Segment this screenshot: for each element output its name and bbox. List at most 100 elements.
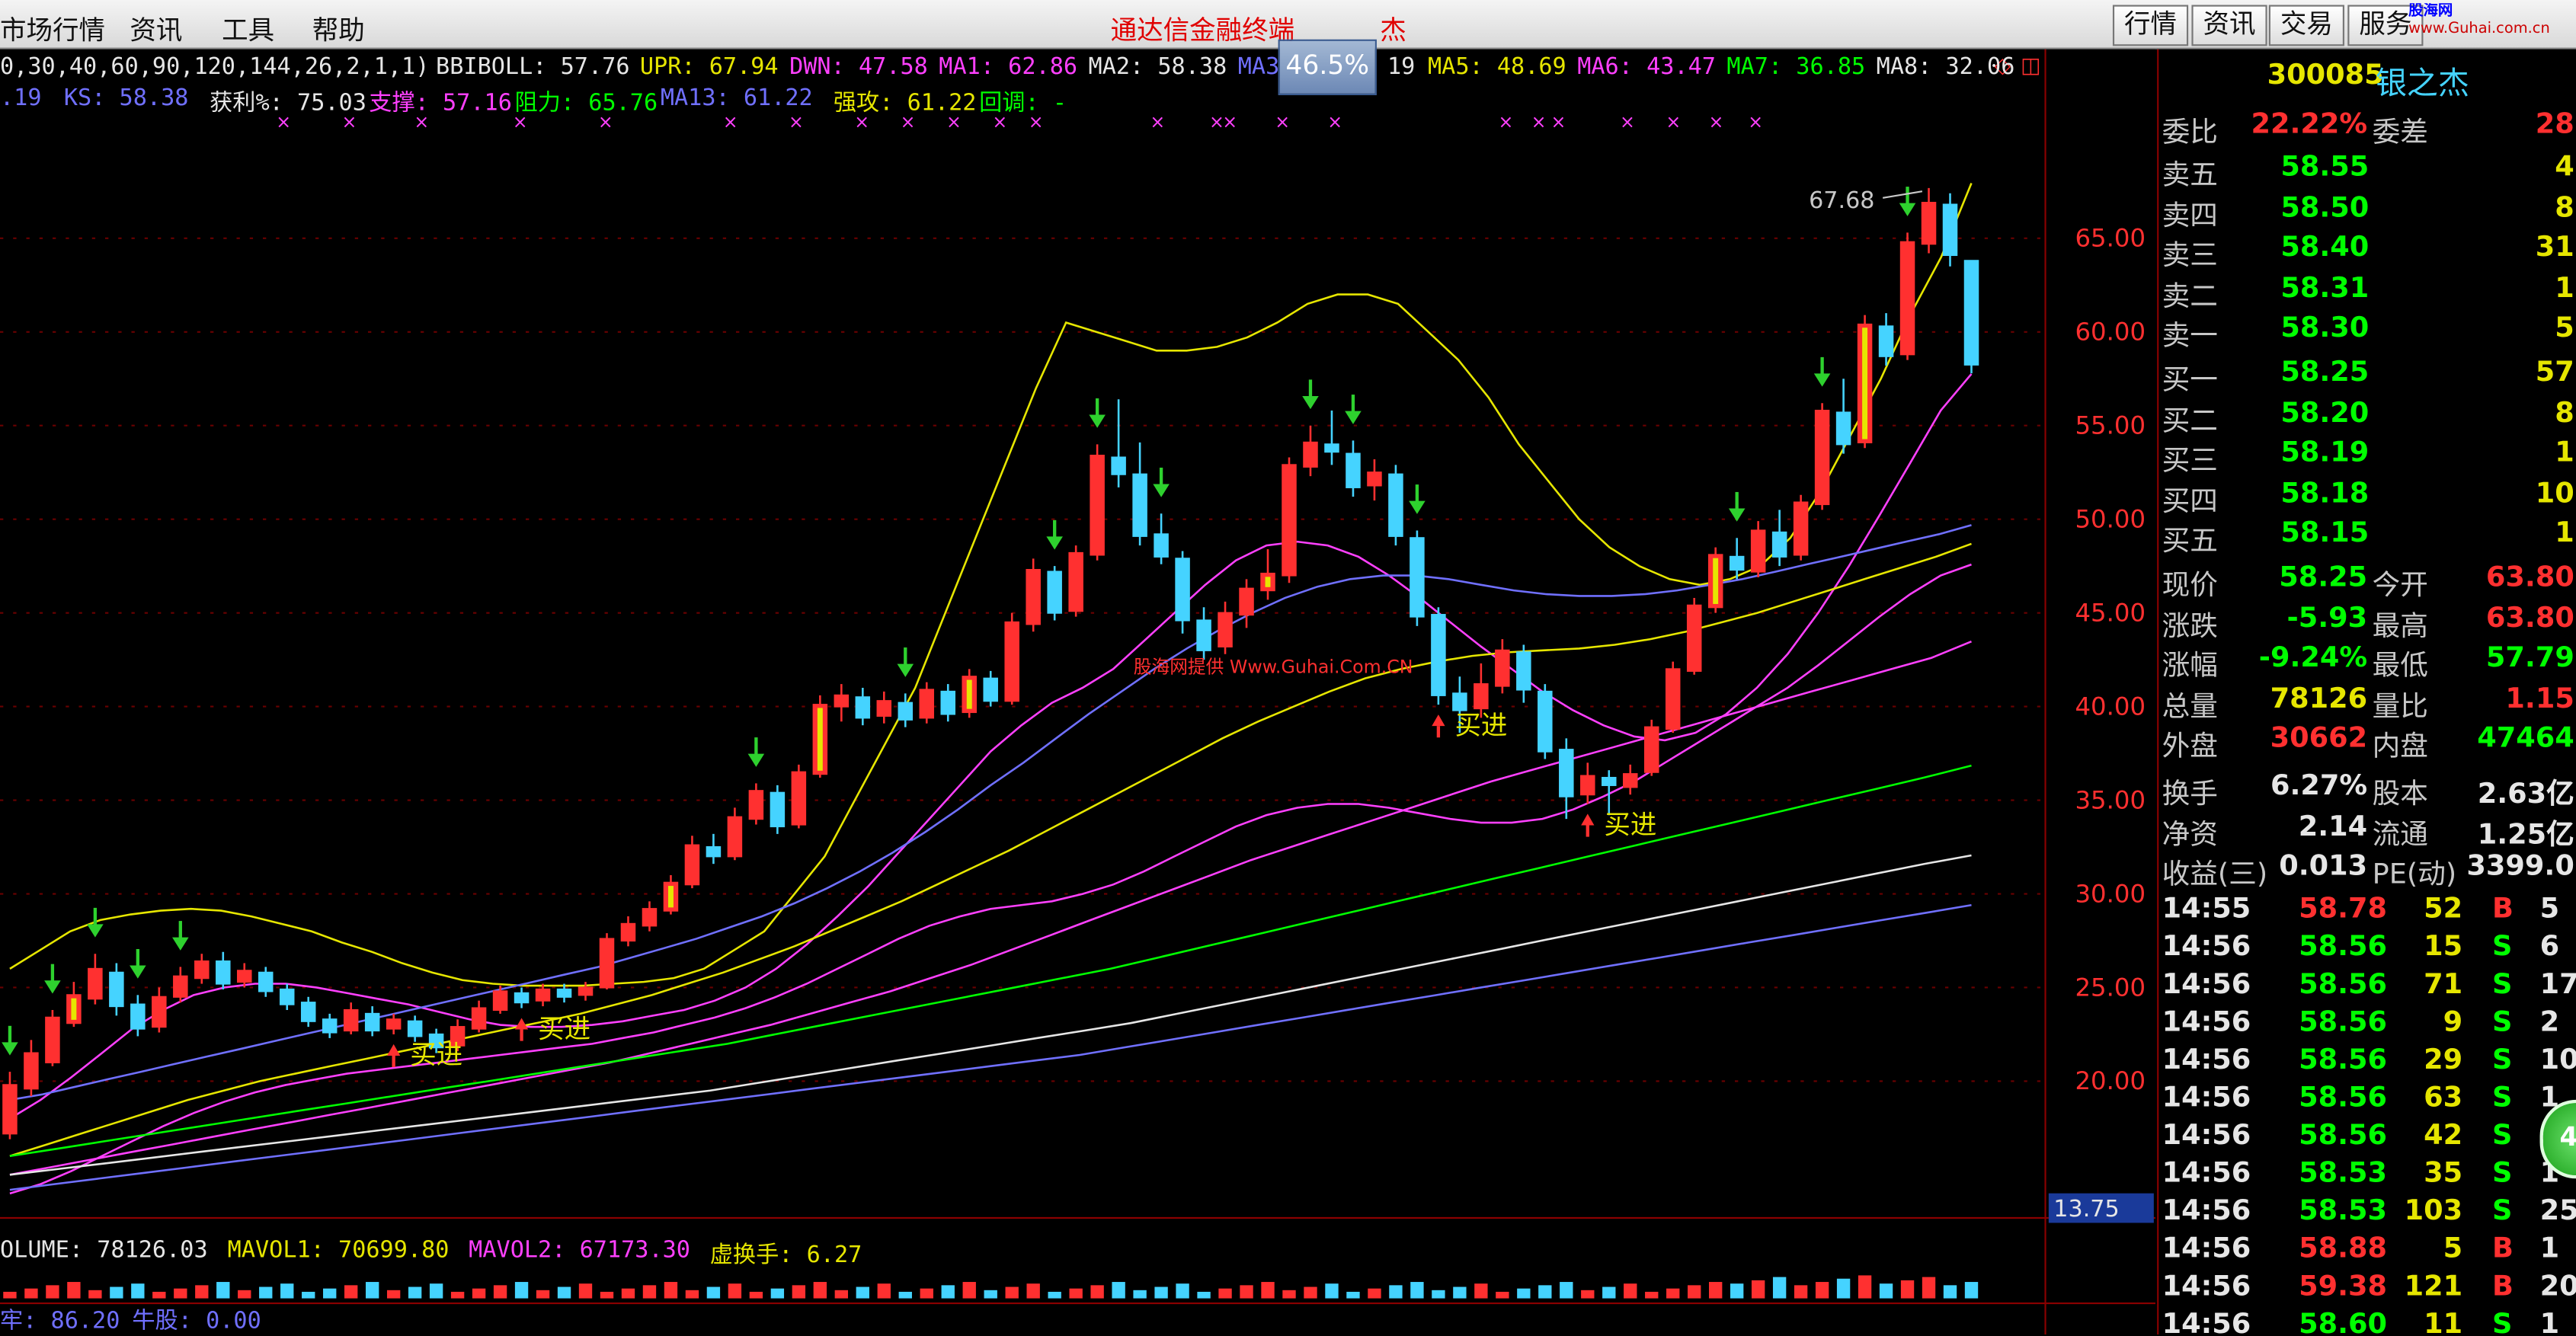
candle[interactable] — [898, 693, 914, 727]
candle[interactable] — [642, 901, 658, 932]
candle[interactable] — [364, 1006, 380, 1037]
candle[interactable] — [1431, 607, 1446, 705]
candle[interactable] — [1516, 644, 1531, 703]
candle[interactable] — [45, 1009, 60, 1066]
candle[interactable] — [1921, 187, 1937, 254]
candle[interactable] — [1452, 676, 1467, 734]
ask-row[interactable]: 卖五 58.55 4 — [2158, 151, 2576, 192]
candle[interactable] — [1047, 566, 1062, 621]
candle[interactable] — [1942, 193, 1958, 267]
candle[interactable] — [1410, 530, 1425, 626]
candle[interactable] — [194, 954, 210, 984]
candle[interactable] — [1665, 661, 1681, 734]
candle[interactable] — [258, 967, 274, 997]
ask-row[interactable]: 卖四 58.50 8 — [2158, 191, 2576, 232]
candle[interactable] — [1026, 558, 1041, 632]
candle[interactable] — [1196, 607, 1211, 660]
candle[interactable] — [983, 670, 998, 707]
candle[interactable] — [940, 684, 956, 722]
candle[interactable] — [428, 1028, 444, 1053]
candle[interactable] — [876, 691, 892, 724]
service-button[interactable]: 服务 — [2347, 5, 2424, 46]
candle[interactable] — [1218, 601, 1233, 654]
candle[interactable] — [684, 836, 700, 889]
candle[interactable] — [216, 951, 231, 989]
candle[interactable] — [109, 963, 124, 1016]
candle[interactable] — [343, 1002, 359, 1034]
tick-row[interactable]: 14:56 58.56 9 S 2 — [2158, 1006, 2576, 1046]
candle[interactable] — [1643, 719, 1659, 776]
candle[interactable] — [706, 833, 722, 865]
candle[interactable] — [152, 987, 167, 1033]
ask-row[interactable]: 卖二 58.31 1 — [2158, 272, 2576, 313]
candle[interactable] — [1793, 494, 1809, 561]
candle[interactable] — [514, 987, 530, 1008]
bid-row[interactable]: 买四 58.18 10 — [2158, 478, 2576, 519]
tick-row[interactable]: 14:56 58.88 5 B 1 — [2158, 1232, 2576, 1272]
candle[interactable] — [791, 764, 807, 829]
candle[interactable] — [962, 669, 977, 718]
candle[interactable] — [1068, 545, 1083, 617]
candle[interactable] — [1260, 549, 1275, 600]
candle[interactable] — [1090, 444, 1105, 561]
candle[interactable] — [450, 1019, 466, 1052]
candle[interactable] — [237, 963, 252, 988]
candle[interactable] — [770, 785, 786, 834]
candle[interactable] — [300, 996, 316, 1028]
candle[interactable] — [1346, 440, 1361, 497]
trade-button[interactable]: 交易 — [2268, 5, 2345, 46]
candle[interactable] — [1239, 579, 1254, 628]
candle[interactable] — [834, 684, 850, 722]
menu-news[interactable]: 资讯 — [130, 14, 183, 46]
info-button[interactable]: 资讯 — [2191, 5, 2267, 46]
candle[interactable] — [1835, 379, 1851, 454]
candle[interactable] — [1622, 764, 1638, 795]
menu-market[interactable]: 市场行情 — [0, 14, 106, 46]
candle[interactable] — [1388, 465, 1403, 546]
candle[interactable] — [1495, 639, 1510, 694]
tick-row[interactable]: 14:56 58.60 11 S 1 — [2158, 1309, 2576, 1334]
candle[interactable] — [578, 982, 594, 1001]
quote-button[interactable]: 行情 — [2112, 5, 2189, 46]
candle[interactable] — [855, 688, 871, 726]
candle[interactable] — [386, 1013, 402, 1034]
candle[interactable] — [1857, 315, 1873, 449]
candle[interactable] — [88, 954, 103, 1005]
tick-row[interactable]: 14:55 58.78 52 B 5 — [2158, 893, 2576, 932]
candle[interactable] — [1602, 770, 1617, 816]
candle[interactable] — [492, 986, 508, 1014]
candle[interactable] — [1559, 738, 1574, 820]
candle[interactable] — [1132, 442, 1147, 546]
tick-row[interactable]: 14:56 58.56 63 S 1 — [2158, 1082, 2576, 1121]
candle[interactable] — [1303, 425, 1318, 477]
candle[interactable] — [1154, 513, 1169, 564]
candle[interactable] — [663, 874, 679, 915]
candle[interactable] — [535, 983, 551, 1007]
tick-row[interactable]: 14:56 59.38 121 B 20 — [2158, 1270, 2576, 1310]
candle[interactable] — [1814, 403, 1830, 510]
candle[interactable] — [620, 916, 636, 947]
ask-row[interactable]: 卖三 58.40 31 — [2158, 232, 2576, 273]
candle[interactable] — [24, 1040, 39, 1097]
bid-row[interactable]: 买一 58.25 57 — [2158, 356, 2576, 398]
candle[interactable] — [919, 682, 935, 724]
tick-row[interactable]: 14:56 58.56 15 S 6 — [2158, 931, 2576, 970]
candle[interactable] — [1367, 459, 1382, 501]
tick-row[interactable]: 14:56 58.56 71 S 17 — [2158, 968, 2576, 1008]
candle[interactable] — [1729, 538, 1745, 580]
tick-row[interactable]: 14:56 58.53 103 S 25 — [2158, 1195, 2576, 1235]
candle[interactable] — [1580, 762, 1595, 804]
candle[interactable] — [1878, 313, 1894, 366]
candle[interactable] — [130, 995, 146, 1037]
candle[interactable] — [1175, 551, 1190, 634]
candle[interactable] — [1963, 260, 1979, 374]
bid-row[interactable]: 买二 58.20 8 — [2158, 397, 2576, 438]
candle[interactable] — [407, 1015, 423, 1042]
candle[interactable] — [748, 783, 764, 825]
candle[interactable] — [173, 967, 188, 1003]
candle[interactable] — [1750, 521, 1766, 577]
candle[interactable] — [1004, 612, 1019, 705]
ask-row[interactable]: 卖一 58.30 5 — [2158, 312, 2576, 353]
menu-tools[interactable]: 工具 — [222, 14, 275, 46]
